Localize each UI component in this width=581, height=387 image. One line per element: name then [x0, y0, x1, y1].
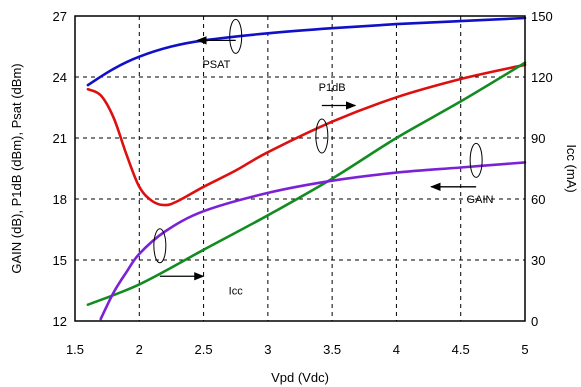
series-line-p1db: [86, 63, 527, 207]
y-left-tick-label: 24: [53, 70, 67, 85]
y-right-tick-label: 30: [531, 253, 545, 268]
y-left-tick-label: 21: [53, 131, 67, 146]
series-line-gain: [99, 161, 527, 321]
x-tick-label: 3.5: [323, 342, 341, 357]
annotations: PSAT P1dB Icc GAIN: [153, 18, 494, 298]
y-right-tick-label: 90: [531, 131, 545, 146]
y-left-tick-label: 27: [53, 9, 67, 24]
x-tick-label: 1.5: [66, 342, 84, 357]
annotation-ellipse-p1db: [315, 118, 329, 154]
annotation-ellipse-psat: [229, 18, 243, 54]
annotation-label-icc: Icc: [229, 286, 244, 298]
series-line-icc: [86, 61, 527, 306]
plot-frame: [74, 15, 526, 322]
y-left-tick-label: 18: [53, 192, 67, 207]
y-right-tick-label: 60: [531, 192, 545, 207]
x-tick-label: 2.5: [195, 342, 213, 357]
x-tick-label: 3: [264, 342, 271, 357]
y-left-tick-label: 15: [53, 253, 67, 268]
y-left-tick-label: 12: [53, 314, 67, 329]
x-axis-label: Vpd (Vdc): [271, 370, 329, 385]
x-tick-label: 5: [521, 342, 528, 357]
series-lines: [86, 16, 527, 321]
y-right-tick-label: 150: [531, 9, 553, 24]
annotation-label-p1db: P1dB: [319, 82, 346, 94]
annotation-ellipse-icc: [153, 228, 167, 264]
annotation-label-psat: PSAT: [202, 59, 230, 71]
x-tick-label: 4.5: [452, 342, 470, 357]
annotation-label-gain: GAIN: [467, 194, 494, 206]
y-right-tick-label: 0: [531, 314, 538, 329]
annotation-ellipse-gain: [469, 142, 483, 178]
x-tick-label: 2: [136, 342, 143, 357]
y-axis-right-label: Icc (mA): [564, 144, 579, 192]
series-line-psat: [86, 16, 527, 87]
tick-labels: 1.5 2 2.5 3 3.5 4 4.5 5 12 15 18 21 24 27 0 30 60 90 120 15…: [53, 9, 553, 357]
x-tick-label: 4: [393, 342, 400, 357]
y-axis-left-label: GAIN (dB), P1dB (dBm), Psat (dBm): [9, 63, 24, 273]
gridlines: [75, 16, 525, 321]
y-right-tick-label: 120: [531, 70, 553, 85]
